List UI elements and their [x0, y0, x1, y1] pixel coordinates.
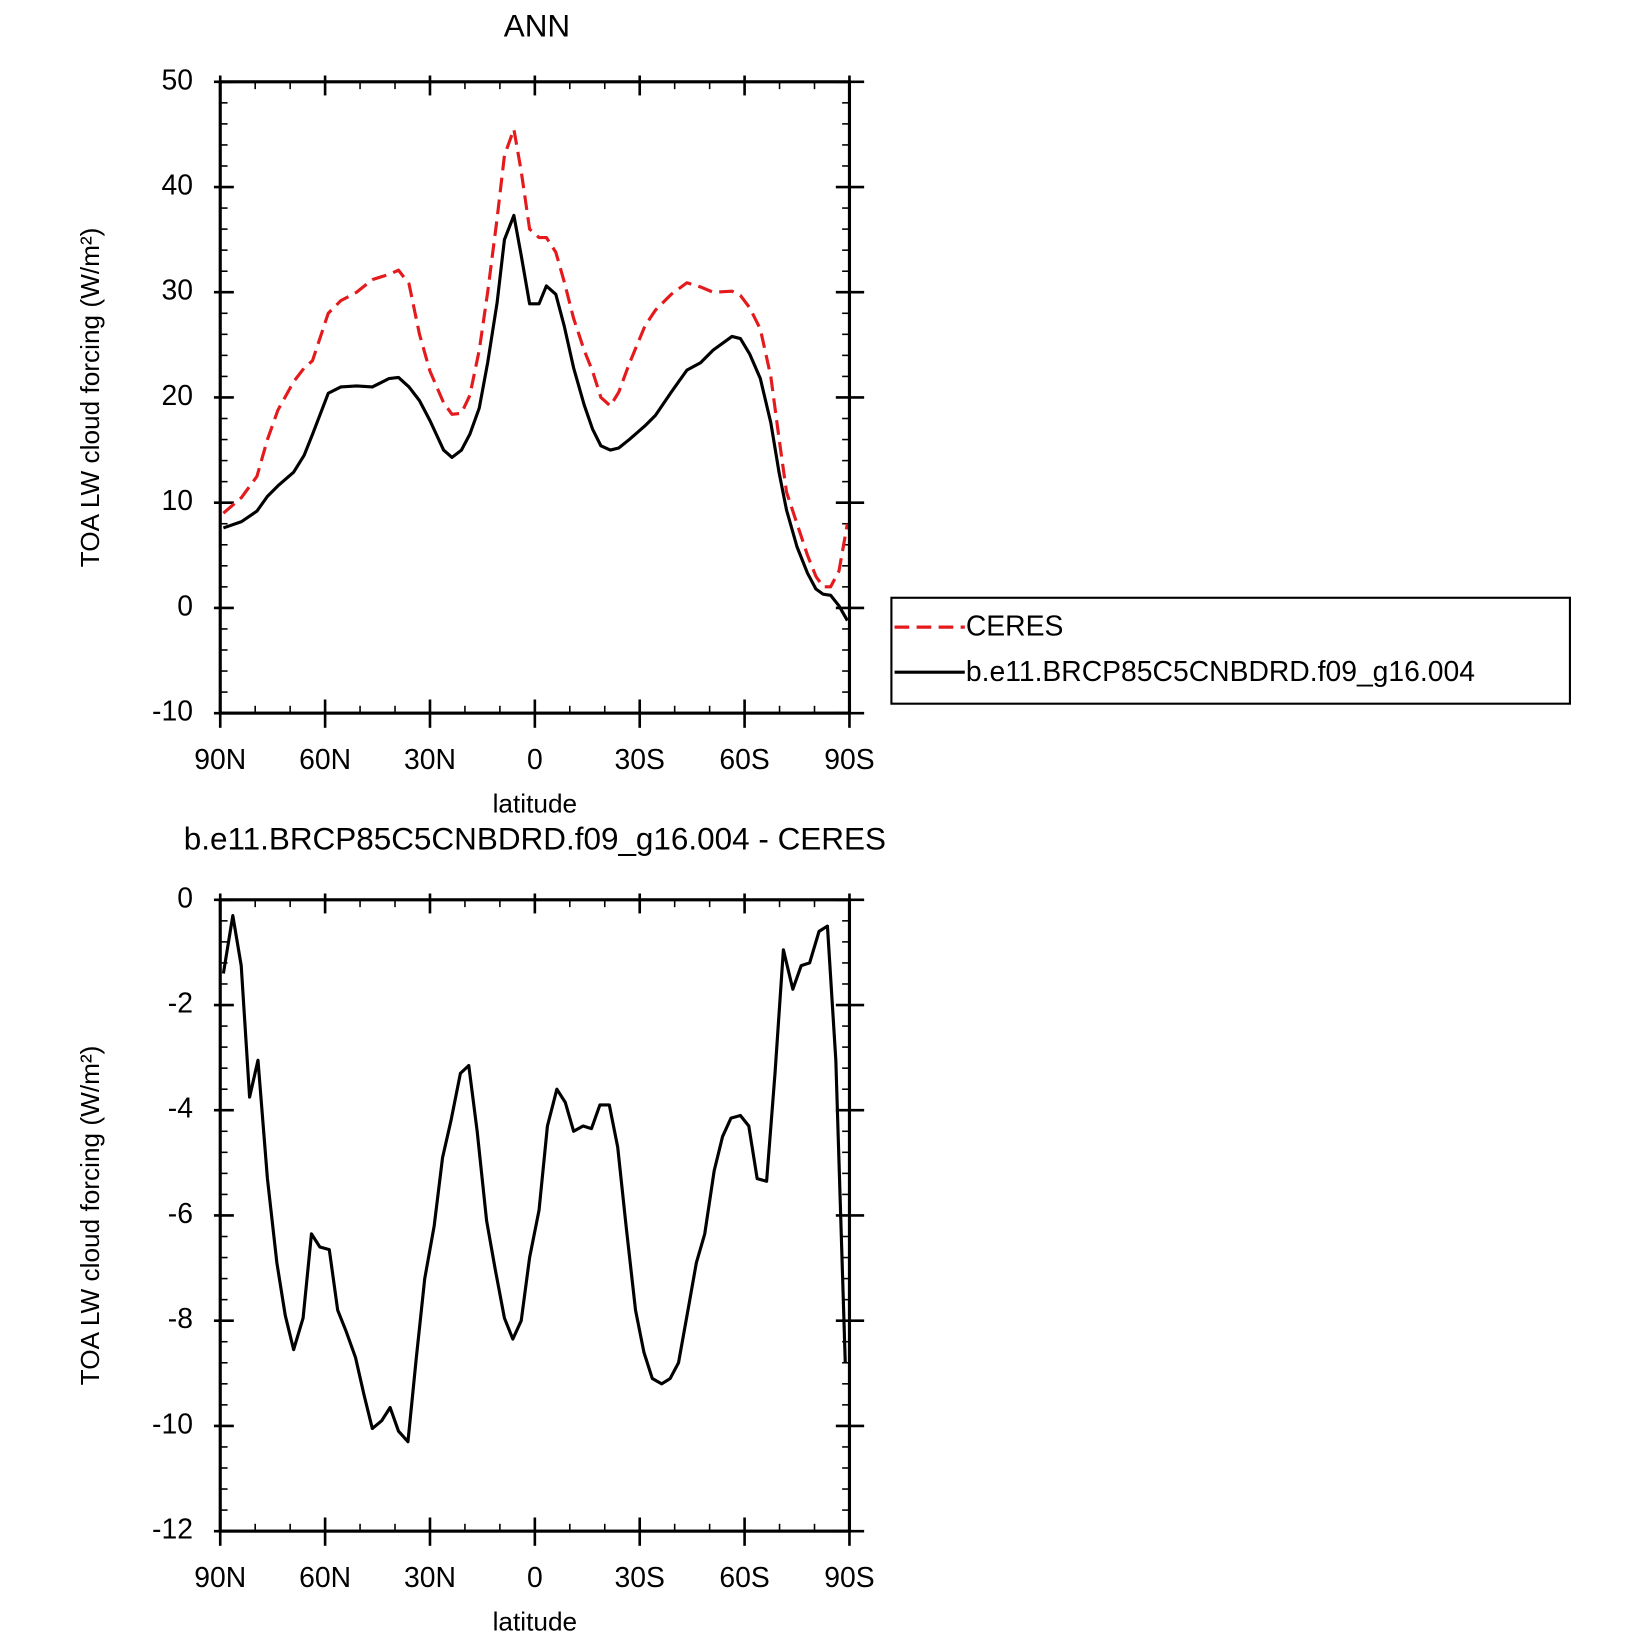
x-tick-label: 90N — [194, 743, 246, 775]
chart-title: b.e11.BRCP85C5CNBDRD.f09_g16.004 - CERES — [184, 821, 886, 856]
x-tick-label: 0 — [527, 1561, 543, 1593]
data-line — [222, 127, 849, 589]
x-tick-label: 30N — [404, 1561, 456, 1593]
legend-label: CERES — [966, 610, 1064, 642]
y-tick-label: -8 — [168, 1302, 193, 1334]
y-axis-label: TOA LW cloud forcing (W/m²) — [75, 228, 105, 568]
x-tick-label: 90S — [824, 743, 874, 775]
legend-box — [890, 596, 1571, 705]
x-tick-label: 0 — [527, 743, 543, 775]
y-axis-label: TOA LW cloud forcing (W/m²) — [75, 1046, 105, 1386]
x-axis-label: latitude — [493, 1606, 577, 1636]
x-tick-label: 30N — [404, 743, 456, 775]
y-tick-label: 40 — [161, 169, 192, 201]
x-axis-label: latitude — [493, 788, 577, 818]
x-tick-label: 30S — [615, 743, 665, 775]
y-tick-label: -12 — [152, 1513, 193, 1545]
y-tick-label: -10 — [152, 695, 193, 727]
y-tick-label: -2 — [168, 987, 193, 1019]
x-tick-label: 30S — [615, 1561, 665, 1593]
y-tick-label: 10 — [161, 484, 192, 516]
plot-frame — [218, 80, 852, 715]
data-line — [222, 213, 849, 622]
x-tick-label: 90S — [824, 1561, 874, 1593]
x-tick-label: 60N — [299, 743, 351, 775]
y-tick-label: 50 — [161, 63, 192, 95]
y-tick-label: 30 — [161, 274, 192, 306]
x-tick-label: 60N — [299, 1561, 351, 1593]
y-tick-label: 0 — [177, 881, 193, 913]
y-tick-label: 20 — [161, 379, 192, 411]
chart-title: ANN — [504, 9, 570, 44]
data-line — [221, 914, 847, 1444]
x-tick-label: 90N — [194, 1561, 246, 1593]
y-tick-label: -10 — [152, 1407, 193, 1439]
y-tick-label: -4 — [168, 1092, 193, 1124]
y-tick-label: -6 — [168, 1197, 193, 1229]
legend-label: b.e11.BRCP85C5CNBDRD.f09_g16.004 — [966, 655, 1475, 687]
y-tick-label: 0 — [177, 589, 193, 621]
x-tick-label: 60S — [719, 1561, 769, 1593]
x-tick-label: 60S — [719, 743, 769, 775]
plot-frame — [218, 898, 852, 1533]
